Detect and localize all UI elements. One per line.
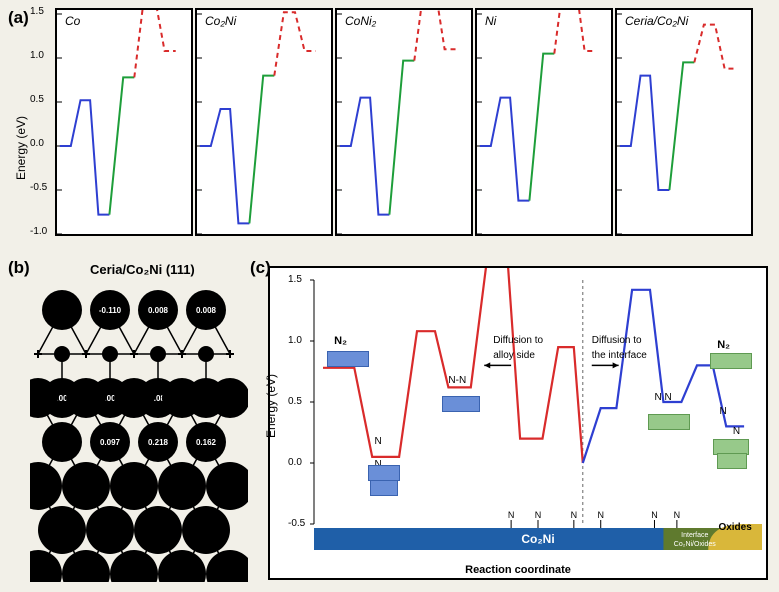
panel-a-label: (a) — [8, 8, 29, 28]
panel-c-text: the interface — [592, 350, 647, 361]
svg-text:N: N — [651, 510, 658, 520]
svg-text:0.097: 0.097 — [100, 438, 121, 447]
panel-a-ytick: -0.5 — [30, 182, 47, 193]
panel-c-ytick: 1.0 — [288, 335, 302, 346]
panel-a-ytick: 0.0 — [30, 138, 44, 149]
svg-text:N: N — [571, 510, 578, 520]
panel-b-title: Ceria/Co₂Ni (111) — [90, 262, 195, 277]
svg-text:N: N — [674, 510, 681, 520]
figure-page: (a) (b) (c) Energy (eV) -1.0-0.50.00.51.… — [0, 0, 779, 592]
panel-c-text: N₂ — [717, 339, 730, 351]
panel-b: Ceria/Co₂Ni (111) -0.1100.0080.0080.0050… — [30, 262, 248, 582]
panel-c-text: N₂ — [334, 335, 347, 347]
panel-c-text: N-N — [448, 375, 466, 386]
svg-text:N: N — [508, 510, 515, 520]
panel-a-subchart: Ni — [475, 8, 613, 236]
svg-text:0.008: 0.008 — [196, 306, 217, 315]
panel-c-text: N N — [654, 392, 671, 403]
panel-c-ytick: 1.5 — [288, 274, 302, 285]
panel-a-subchart: Co₂Ni — [195, 8, 333, 236]
panel-c-text: N — [733, 426, 740, 437]
svg-text:Interface: Interface — [681, 532, 708, 539]
panel-c-schematic — [717, 453, 747, 469]
svg-text:Co₂Ni/Oxides: Co₂Ni/Oxides — [674, 541, 717, 548]
panel-a-ytick: 1.5 — [30, 6, 44, 17]
panel-a-subchart: Co — [55, 8, 193, 236]
panel-c-schematic — [648, 414, 690, 430]
panel-c-text: Diffusion to — [592, 335, 642, 346]
svg-text:0.218: 0.218 — [148, 438, 169, 447]
svg-text:Co₂Ni: Co₂Ni — [521, 532, 554, 546]
panel-b-structure: -0.1100.0080.0080.0050.005-0.0860.0970.2… — [30, 282, 248, 582]
panel-a-ylabel: Energy (eV) — [14, 116, 28, 180]
svg-text:0.008: 0.008 — [148, 306, 169, 315]
panel-c-schematic — [710, 353, 752, 369]
panel-c-text: Diffusion to — [493, 335, 543, 346]
panel-a-subchart: CoNi₂ — [335, 8, 473, 236]
panel-a-ytick: -1.0 — [30, 226, 47, 237]
panel-b-label: (b) — [8, 258, 30, 278]
panel-c-schematic — [370, 480, 398, 496]
panel-c: Energy (eV) Co₂NiOxidesInterfaceCo₂Ni/Ox… — [268, 266, 768, 580]
panel-c-text: N — [374, 436, 381, 447]
svg-text:Oxides: Oxides — [718, 522, 752, 533]
panel-c-chart: Co₂NiOxidesInterfaceCo₂Ni/OxidesNNNNNN — [270, 268, 766, 578]
panel-c-text: alloy side — [493, 350, 535, 361]
svg-text:-0.110: -0.110 — [99, 306, 122, 315]
svg-text:0.162: 0.162 — [196, 438, 217, 447]
panel-c-schematic — [327, 351, 369, 367]
panel-a: CoCo₂NiCoNi₂NiCeria/Co₂Ni — [55, 8, 767, 236]
panel-c-xlabel: Reaction coordinate — [270, 564, 766, 576]
panel-c-schematic — [442, 396, 480, 412]
panel-c-schematic — [713, 439, 749, 455]
panel-a-subchart: Ceria/Co₂Ni — [615, 8, 753, 236]
panel-c-text: N — [719, 406, 726, 417]
panel-c-schematic — [368, 465, 400, 481]
svg-text:N: N — [597, 510, 604, 520]
panel-c-ytick: 0.0 — [288, 457, 302, 468]
panel-c-ytick: -0.5 — [288, 518, 305, 529]
svg-text:N: N — [535, 510, 542, 520]
panel-a-ytick: 1.0 — [30, 50, 44, 61]
panel-a-ytick: 0.5 — [30, 94, 44, 105]
panel-c-ytick: 0.5 — [288, 396, 302, 407]
